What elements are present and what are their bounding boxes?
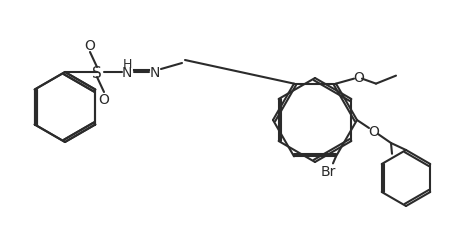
Text: O: O [368,124,379,138]
Text: O: O [353,70,364,84]
Text: S: S [92,65,101,80]
Text: O: O [98,93,109,106]
Text: H: H [122,58,131,71]
Text: O: O [84,39,95,53]
Text: Br: Br [319,165,335,179]
Text: N: N [121,66,132,80]
Text: N: N [150,66,160,80]
